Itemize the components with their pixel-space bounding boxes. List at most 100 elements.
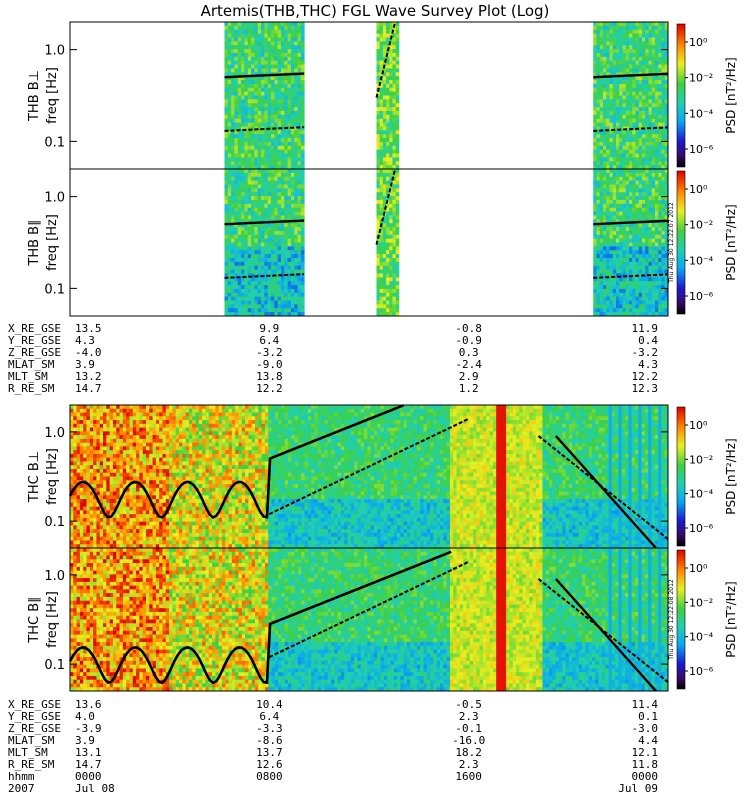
- spectrogram-cell: [658, 312, 662, 317]
- spectrogram-cell: [389, 37, 393, 42]
- spectrogram-cell: [112, 427, 117, 432]
- spectrogram-cell: [290, 308, 295, 313]
- spectrogram-cell: [277, 153, 282, 158]
- spectrogram-cell: [596, 49, 601, 54]
- spectrogram-cell: [395, 242, 400, 247]
- spectrogram-cell: [622, 184, 627, 189]
- colorbar-tick-label: 10⁻²: [689, 72, 713, 85]
- spectrogram-cell: [612, 122, 617, 127]
- spectrogram-cell: [237, 145, 242, 151]
- spectrogram-cell: [606, 37, 610, 42]
- spectrogram-cell: [642, 242, 646, 247]
- spectrogram-cell: [651, 145, 656, 151]
- spectrogram-cell: [119, 461, 124, 466]
- spectrogram-cell: [247, 91, 252, 96]
- spectrogram-cell: [234, 60, 239, 65]
- spectrogram-cell: [83, 446, 87, 451]
- spectrogram-cell: [132, 423, 137, 428]
- spectrogram-cell: [227, 219, 232, 224]
- spectrogram-cell: [139, 510, 144, 515]
- spectrogram-cell: [379, 176, 384, 182]
- spectrogram-cell: [224, 103, 229, 108]
- spectrogram-cell: [632, 172, 636, 178]
- spectrogram-cell: [645, 192, 649, 197]
- spectrogram-cell: [73, 521, 77, 526]
- spectrogram-cell: [661, 246, 666, 251]
- spectrogram-cell: [297, 196, 302, 201]
- spectrogram-cell: [294, 60, 298, 65]
- spectrogram-cell: [247, 103, 252, 108]
- spectrogram-cell: [76, 540, 81, 545]
- spectrogram-cell: [395, 52, 400, 58]
- spectrogram-cell: [116, 491, 120, 496]
- spectrogram-cell: [648, 149, 653, 154]
- spectrogram-cell: [103, 408, 107, 413]
- spectrogram-cell: [648, 238, 653, 243]
- spectrogram-cell: [300, 196, 305, 201]
- spectrogram-cell: [96, 420, 101, 425]
- spectrogram-cell: [593, 60, 597, 65]
- spectrogram-cell: [254, 134, 259, 139]
- spectrogram-cell: [274, 288, 279, 294]
- spectrogram-cell: [625, 37, 630, 42]
- spectrogram-cell: [395, 238, 400, 243]
- spectrogram-cell: [642, 37, 646, 42]
- spectrogram-cell: [619, 277, 623, 282]
- spectrogram-cell: [254, 80, 259, 85]
- spectrogram-cell: [79, 457, 84, 462]
- spectrogram-cell: [603, 64, 607, 69]
- spectrogram-cell: [109, 532, 114, 538]
- spectrogram-cell: [83, 540, 87, 545]
- spectrogram-cell: [237, 180, 242, 185]
- spectrogram-cell: [294, 211, 298, 216]
- spectrogram-cell: [622, 172, 627, 178]
- spectrogram-cell: [609, 203, 614, 209]
- spectrogram-cell: [79, 532, 84, 538]
- spectrogram-cell: [73, 412, 77, 417]
- spectrogram-cell: [254, 312, 259, 317]
- spectrogram-cell: [612, 238, 617, 243]
- spectrogram-cell: [651, 269, 656, 274]
- spectrogram-cell: [280, 169, 285, 174]
- spectrogram-cell: [645, 261, 649, 267]
- spectrogram-cell: [76, 502, 81, 507]
- spectrogram-cell: [294, 196, 298, 201]
- spectrogram-cell: [244, 114, 249, 120]
- spectrogram-cell: [251, 145, 255, 151]
- spectrogram-cell: [254, 72, 259, 77]
- spectrogram-cell: [284, 103, 288, 108]
- spectrogram-cell: [227, 130, 232, 135]
- spectrogram-cell: [251, 157, 255, 162]
- spectrogram-cell: [603, 87, 607, 93]
- spectrogram-cell: [112, 408, 117, 413]
- spectrogram-cell: [645, 308, 649, 313]
- spectrogram-cell: [76, 427, 81, 432]
- spectrogram-cell: [79, 544, 84, 549]
- spectrogram-cell: [284, 246, 288, 251]
- spectrogram-cell: [247, 110, 252, 116]
- spectrogram-cell: [642, 238, 646, 243]
- spectrogram-cell: [629, 83, 633, 89]
- spectrogram-cell: [290, 238, 295, 243]
- spectrogram-cell: [619, 25, 623, 31]
- spectrogram-cell: [267, 180, 272, 185]
- spectrogram-cell: [227, 153, 232, 158]
- spectrogram-cell: [274, 87, 279, 93]
- spectrogram-cell: [122, 420, 127, 425]
- spectrogram-cell: [629, 254, 633, 259]
- spectrogram-cell: [603, 41, 607, 46]
- spectrogram-cell: [79, 514, 84, 519]
- spectrogram-cell: [599, 41, 604, 46]
- spectrogram-cell: [389, 122, 393, 127]
- spectrogram-cell: [392, 176, 397, 182]
- spectrogram-cell: [386, 64, 390, 69]
- spectrogram-cell: [287, 172, 292, 178]
- spectrogram-cell: [599, 199, 604, 205]
- spectrogram-cell: [619, 196, 623, 201]
- spectrogram-cell: [609, 257, 614, 263]
- spectrogram-cell: [632, 242, 636, 247]
- spectrogram-cell: [237, 296, 242, 301]
- spectrogram-cell: [638, 238, 643, 243]
- spectrogram-cell: [116, 405, 120, 410]
- spectrogram-cell: [280, 87, 285, 93]
